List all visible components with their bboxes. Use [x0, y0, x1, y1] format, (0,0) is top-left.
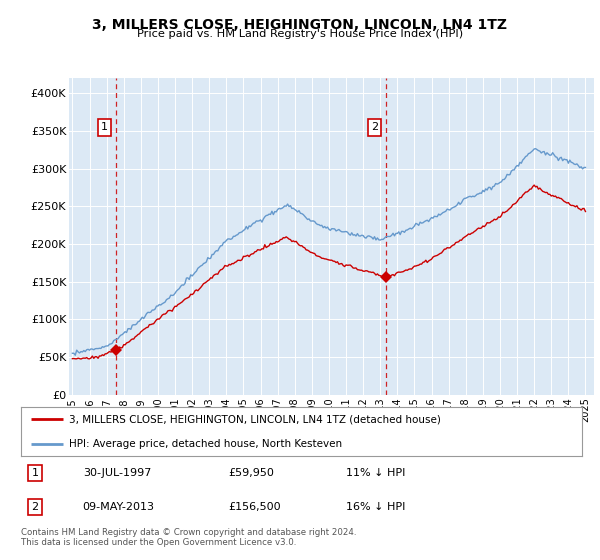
Text: Price paid vs. HM Land Registry's House Price Index (HPI): Price paid vs. HM Land Registry's House … [137, 29, 463, 39]
Text: 3, MILLERS CLOSE, HEIGHINGTON, LINCOLN, LN4 1TZ (detached house): 3, MILLERS CLOSE, HEIGHINGTON, LINCOLN, … [68, 414, 440, 424]
Text: 2: 2 [31, 502, 38, 512]
Text: 11% ↓ HPI: 11% ↓ HPI [346, 468, 406, 478]
Text: 30-JUL-1997: 30-JUL-1997 [83, 468, 151, 478]
Text: 1: 1 [101, 123, 108, 132]
Text: 3, MILLERS CLOSE, HEIGHINGTON, LINCOLN, LN4 1TZ: 3, MILLERS CLOSE, HEIGHINGTON, LINCOLN, … [92, 18, 508, 32]
Text: 1: 1 [32, 468, 38, 478]
Text: 16% ↓ HPI: 16% ↓ HPI [346, 502, 406, 512]
Text: 09-MAY-2013: 09-MAY-2013 [83, 502, 155, 512]
Text: 2: 2 [371, 123, 378, 132]
Text: £59,950: £59,950 [229, 468, 274, 478]
Text: £156,500: £156,500 [229, 502, 281, 512]
Text: Contains HM Land Registry data © Crown copyright and database right 2024.
This d: Contains HM Land Registry data © Crown c… [21, 528, 356, 547]
Text: HPI: Average price, detached house, North Kesteven: HPI: Average price, detached house, Nort… [68, 439, 342, 449]
